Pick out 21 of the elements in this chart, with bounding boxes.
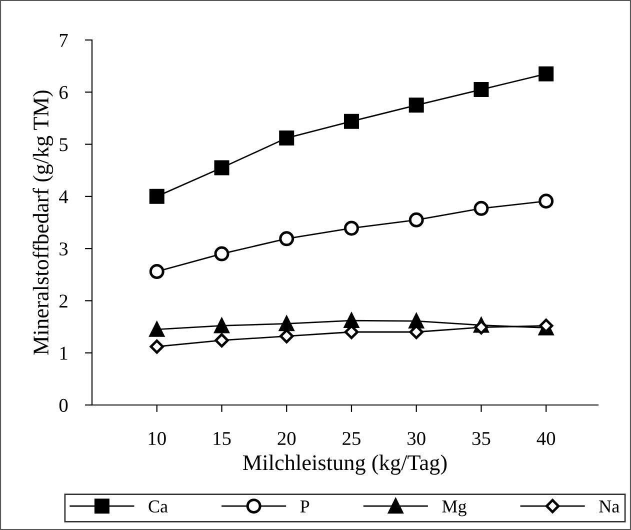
y-tick-label: 4 <box>59 190 68 204</box>
y-tick-label: 5 <box>60 138 68 152</box>
y-tick-label: 3 <box>60 242 68 256</box>
x-tick-label: 20 <box>278 432 296 446</box>
x-tick-label: 25 <box>342 432 360 446</box>
y-tick-label: 7 <box>60 34 68 47</box>
x-tick-label: 15 <box>214 432 231 446</box>
x-tick-label: 30 <box>408 432 426 446</box>
x-tick-label: 35 <box>472 432 490 446</box>
y-tick-label: 2 <box>60 294 68 308</box>
legend-label: Na <box>599 500 620 513</box>
y-tick-label: 0 <box>59 398 68 412</box>
x-tick-label: 40 <box>536 432 556 446</box>
legend-label: Mg <box>442 500 466 516</box>
y-tick-label: 1 <box>60 346 68 360</box>
legend-label: P <box>300 500 310 512</box>
y-tick-label: 6 <box>60 86 68 100</box>
legend-label: Ca <box>148 500 168 513</box>
x-tick-label: 10 <box>148 432 166 446</box>
y-axis-title: Mineralstoffbedarf (g/kg TM) <box>32 90 54 355</box>
x-axis-title: Milchleistung (kg/Tag) <box>243 454 447 475</box>
